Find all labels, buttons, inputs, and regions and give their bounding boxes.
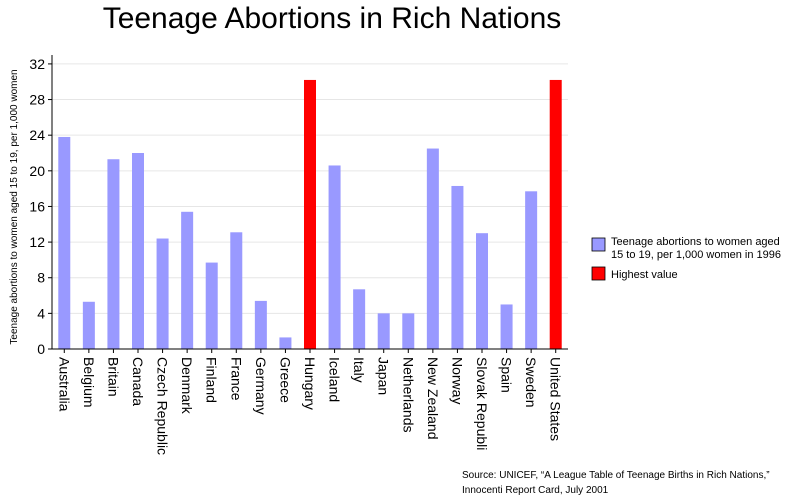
bar-canada bbox=[132, 153, 144, 349]
bar-norway bbox=[451, 185, 464, 349]
bar-japan bbox=[377, 313, 390, 349]
legend-label-highlight: Highest value bbox=[611, 269, 678, 281]
x-tick-label: Denmark bbox=[179, 357, 195, 415]
chart-title: Teenage Abortions in Rich Nations bbox=[103, 2, 562, 35]
bar-czech-republic bbox=[156, 238, 169, 349]
bar-netherlands bbox=[402, 313, 415, 349]
x-tick-label: Netherlands bbox=[400, 357, 416, 433]
bar-spain bbox=[500, 304, 513, 349]
legend-label-series-line-1: Teenage abortions to women aged bbox=[611, 236, 780, 248]
x-tick-label: Finland bbox=[204, 357, 220, 403]
bar-france bbox=[230, 232, 243, 349]
y-tick-label: 24 bbox=[29, 127, 45, 143]
x-tick-label: Belgium bbox=[81, 357, 97, 408]
legend-swatch-series bbox=[591, 237, 606, 252]
bar-united-states bbox=[549, 79, 562, 349]
axes bbox=[51, 55, 568, 350]
y-tick-label: 12 bbox=[29, 234, 45, 250]
bar-iceland bbox=[328, 165, 341, 349]
y-tick-label: 20 bbox=[29, 163, 45, 179]
legend-label-series-line-2: 15 to 19, per 1,000 women in 1996 bbox=[611, 249, 781, 261]
source-note: Source: UNICEF, “A League Table of Teena… bbox=[462, 470, 772, 496]
bar-new-zealand bbox=[426, 148, 439, 349]
x-tick-label: Spain bbox=[499, 357, 515, 393]
legend-swatch-highlight bbox=[591, 266, 606, 281]
x-tick-label: Britain bbox=[105, 357, 121, 397]
x-tick-label: Hungary bbox=[302, 357, 318, 410]
bar-britain bbox=[107, 159, 120, 349]
source-line-2: Innocenti Report Card, July 2001 bbox=[462, 485, 609, 496]
source-line-1: Source: UNICEF, “A League Table of Teena… bbox=[462, 470, 770, 481]
bar-sweden bbox=[525, 191, 538, 349]
y-tick-label: 32 bbox=[29, 56, 45, 72]
x-axis-ticks: Australia Belgium Britain Canada Czech Repub… bbox=[56, 349, 564, 455]
x-tick-label: United States bbox=[548, 357, 564, 441]
bar-australia bbox=[58, 136, 71, 349]
y-tick-label: 8 bbox=[37, 270, 45, 286]
y-tick-label: 4 bbox=[37, 305, 45, 321]
x-tick-label: Germany bbox=[253, 357, 269, 415]
bar-denmark bbox=[181, 211, 194, 349]
y-axis-label: Teenage abortions to women aged 15 to 19… bbox=[9, 69, 20, 344]
y-tick-label: 28 bbox=[29, 92, 45, 108]
y-tick-label: 0 bbox=[37, 341, 45, 357]
x-tick-label: Italy bbox=[351, 357, 367, 383]
bar-italy bbox=[353, 289, 366, 349]
x-tick-label: Slovak Republi bbox=[474, 357, 490, 450]
x-tick-label: Japan bbox=[376, 357, 392, 395]
x-tick-label: France bbox=[228, 357, 244, 401]
bars bbox=[58, 79, 562, 349]
x-tick-label: Sweden bbox=[523, 357, 539, 408]
y-tick-label: 16 bbox=[29, 198, 45, 214]
legend: Teenage abortions to women aged 15 to 19… bbox=[591, 236, 783, 281]
bar-germany bbox=[254, 300, 267, 349]
bar-hungary bbox=[304, 79, 316, 349]
legend-label-series: Teenage abortions to women aged 15 to 19… bbox=[611, 236, 783, 261]
x-tick-label: Norway bbox=[449, 357, 465, 404]
bar-slovak-republi bbox=[476, 233, 488, 349]
bar-greece bbox=[279, 337, 292, 349]
x-tick-label: Greece bbox=[277, 357, 293, 403]
bar-finland bbox=[205, 262, 218, 349]
x-tick-label: Australia bbox=[56, 357, 72, 412]
x-tick-label: Canada bbox=[130, 357, 146, 406]
x-tick-label: Iceland bbox=[327, 357, 343, 402]
x-tick-label: Czech Republic bbox=[155, 357, 171, 455]
bar-belgium bbox=[82, 301, 95, 349]
y-axis-ticks: 0 4 8 12 16 20 24 28 32 bbox=[29, 56, 52, 357]
x-tick-label: New Zealand bbox=[425, 357, 441, 440]
